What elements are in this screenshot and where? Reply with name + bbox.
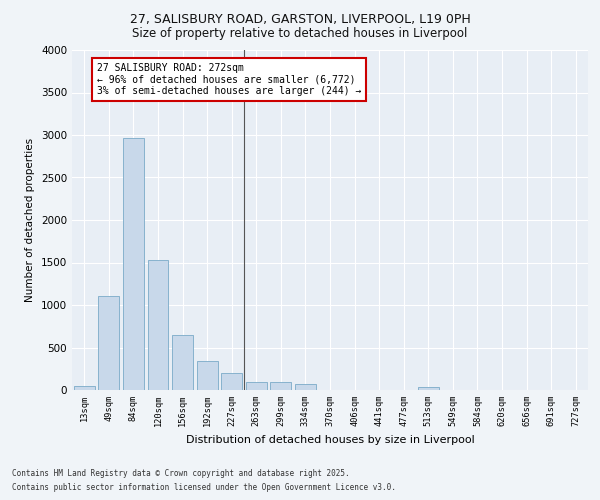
Bar [148, 260, 169, 390]
Bar [197, 361, 218, 390]
Text: Size of property relative to detached houses in Liverpool: Size of property relative to detached ho… [133, 28, 467, 40]
Bar [98, 296, 119, 390]
Bar [221, 373, 242, 390]
Bar [295, 384, 316, 390]
Bar [172, 335, 193, 390]
Bar [246, 382, 267, 390]
Bar [74, 386, 95, 390]
Y-axis label: Number of detached properties: Number of detached properties [25, 138, 35, 302]
Text: Contains public sector information licensed under the Open Government Licence v3: Contains public sector information licen… [12, 484, 396, 492]
Text: 27, SALISBURY ROAD, GARSTON, LIVERPOOL, L19 0PH: 27, SALISBURY ROAD, GARSTON, LIVERPOOL, … [130, 12, 470, 26]
Text: 27 SALISBURY ROAD: 272sqm
← 96% of detached houses are smaller (6,772)
3% of sem: 27 SALISBURY ROAD: 272sqm ← 96% of detac… [97, 62, 361, 96]
X-axis label: Distribution of detached houses by size in Liverpool: Distribution of detached houses by size … [185, 434, 475, 444]
Bar [123, 138, 144, 390]
Bar [271, 382, 292, 390]
Text: Contains HM Land Registry data © Crown copyright and database right 2025.: Contains HM Land Registry data © Crown c… [12, 468, 350, 477]
Bar [418, 387, 439, 390]
